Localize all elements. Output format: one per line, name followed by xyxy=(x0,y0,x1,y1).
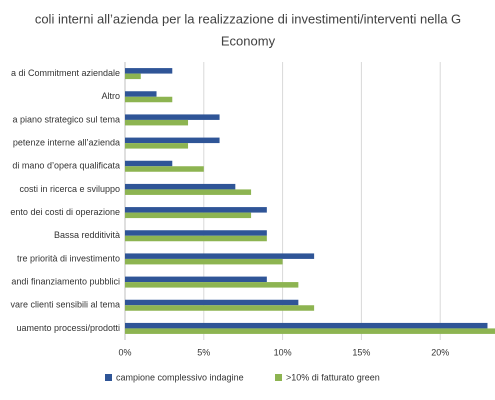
x-tick-label: 10% xyxy=(274,347,292,357)
bar xyxy=(125,305,315,311)
y-tick-label: uamento processi/prodotti xyxy=(16,323,120,333)
y-tick-label: andi finanziamento pubblici xyxy=(11,276,120,286)
legend-label: >10% di fatturato green xyxy=(286,372,380,382)
bar xyxy=(125,137,220,144)
legend-swatch xyxy=(105,374,112,381)
bar xyxy=(125,322,488,329)
x-tick-label: 0% xyxy=(118,347,131,357)
bar xyxy=(125,212,252,219)
legend-label: campione complessivo indagine xyxy=(116,372,244,382)
chart-title: coli interni all’azienda per la realizza… xyxy=(35,11,461,26)
y-tick-label: Bassa redditività xyxy=(54,230,120,240)
bar xyxy=(125,258,283,265)
bar xyxy=(125,253,315,259)
chart-title: Economy xyxy=(221,33,276,48)
bar xyxy=(125,91,157,97)
bar xyxy=(125,73,141,80)
bar xyxy=(125,189,252,195)
x-tick-label: 15% xyxy=(352,347,370,357)
bar xyxy=(125,282,299,288)
x-tick-label: 5% xyxy=(197,347,210,357)
bar xyxy=(125,235,267,242)
legend-swatch xyxy=(275,374,282,381)
bar xyxy=(125,299,299,306)
bar xyxy=(125,166,204,172)
y-tick-label: petenze interne all’azienda xyxy=(13,137,120,147)
y-tick-label: ento dei costi di operazione xyxy=(10,207,120,217)
bar xyxy=(125,96,173,103)
y-tick-label: a piano strategico sul tema xyxy=(12,114,120,124)
y-tick-label: di mano d’opera qualificata xyxy=(12,161,120,171)
y-tick-label: vare clienti sensibili al tema xyxy=(10,300,120,310)
bar xyxy=(125,143,189,149)
bar xyxy=(125,119,189,126)
bar xyxy=(125,207,267,213)
y-tick-label: costi in ricerca e sviluppo xyxy=(19,184,120,194)
bar xyxy=(125,276,267,283)
bar xyxy=(125,114,220,120)
bar xyxy=(125,230,267,236)
bar xyxy=(125,328,495,334)
y-tick-label: a di Commitment aziendale xyxy=(11,68,120,78)
bar xyxy=(125,68,173,74)
y-tick-label: tre priorità di investimento xyxy=(17,253,120,263)
bar xyxy=(125,183,236,190)
bar xyxy=(125,160,173,167)
x-tick-label: 20% xyxy=(431,347,449,357)
y-tick-label: Altro xyxy=(101,91,120,101)
